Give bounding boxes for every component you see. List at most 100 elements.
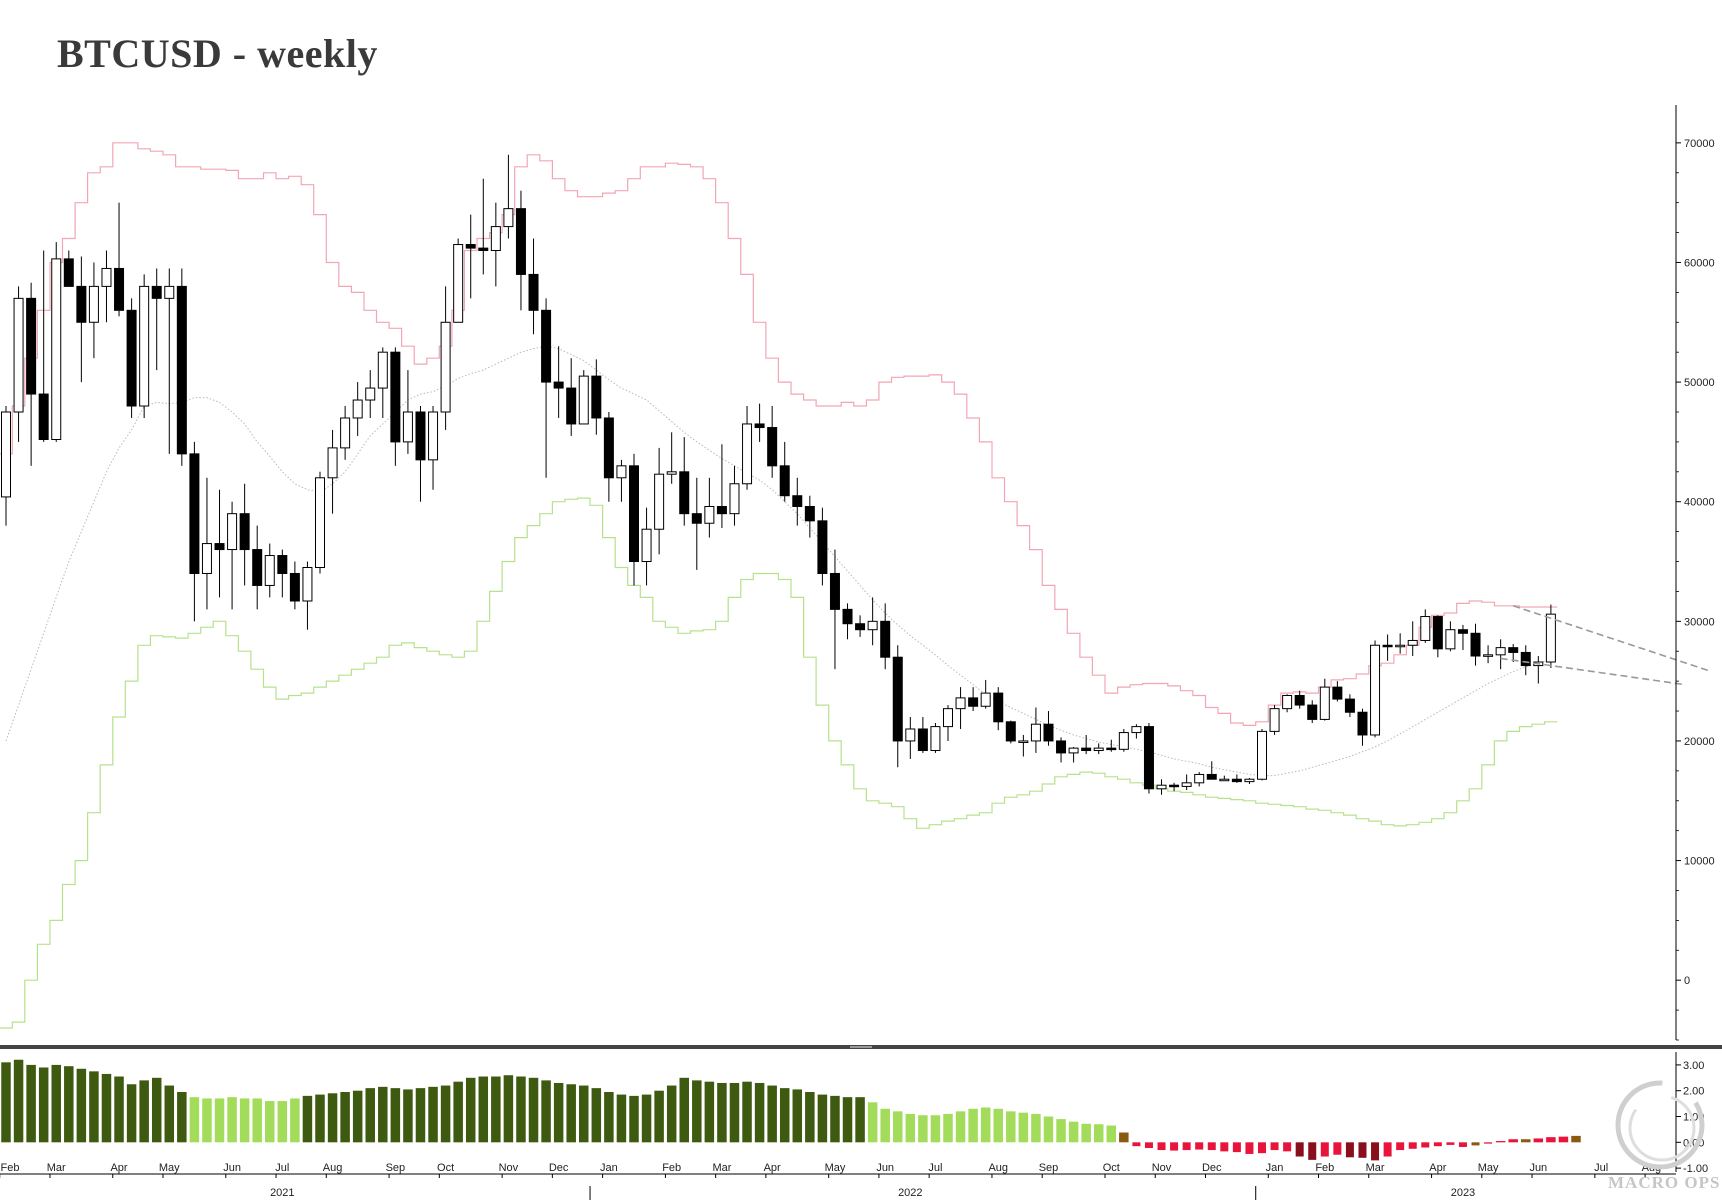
oscillator-bar [855, 1097, 865, 1143]
candle-body-up [641, 528, 652, 563]
candle-body-down [252, 549, 263, 586]
oscillator-bar [1132, 1142, 1141, 1147]
candle-body-down [63, 258, 74, 287]
candle-body-down [1332, 686, 1343, 700]
oscillator-bar [453, 1081, 463, 1143]
candle-body-up [1395, 644, 1406, 648]
month-label: Apr [110, 1162, 127, 1174]
oscillator-bars [1, 1059, 1581, 1161]
candle [1118, 728, 1129, 752]
candle [993, 687, 1004, 731]
candle-body-up [13, 297, 24, 413]
separator-grip[interactable] [850, 1046, 872, 1048]
candle [214, 489, 225, 598]
candle-body-up [1156, 784, 1167, 790]
candle [980, 679, 991, 709]
month-label: Jun [1529, 1162, 1547, 1174]
candle-body-down [993, 692, 1004, 723]
oscillator-bar [830, 1095, 840, 1143]
candle-body-up [616, 465, 627, 479]
candle [164, 268, 175, 454]
candle [365, 370, 376, 418]
candle [1, 406, 11, 526]
price-tick-label: 30000 [1684, 616, 1715, 628]
month-label: Jan [600, 1162, 618, 1174]
candle [101, 250, 112, 323]
candle [1357, 708, 1368, 746]
candle-body-down [1231, 778, 1242, 783]
oscillator-bar [930, 1115, 941, 1143]
price-tick-label: 50000 [1684, 377, 1715, 389]
oscillator-bar [1068, 1121, 1079, 1143]
oscillator-panel: -1.000.001.002.003.00 [1, 1052, 1708, 1175]
upper-bollinger-band [0, 142, 1558, 726]
panel-separator[interactable] [0, 1045, 1722, 1049]
price-tick-label: 20000 [1684, 736, 1715, 748]
oscillator-bar [641, 1094, 652, 1143]
oscillator-bar [767, 1085, 777, 1143]
candle [541, 298, 552, 478]
candle [905, 717, 916, 759]
candle [616, 459, 627, 502]
candle-body-down [591, 375, 602, 419]
candle [930, 723, 941, 753]
oscillator-bar [717, 1082, 727, 1143]
candle [779, 441, 790, 502]
oscillator-bar [817, 1094, 828, 1143]
candle [1269, 705, 1280, 735]
oscillator-bar [729, 1082, 740, 1143]
candle [264, 543, 275, 598]
oscillator-bar [1195, 1142, 1204, 1150]
candle [302, 561, 313, 630]
candle [1005, 720, 1016, 744]
candle [478, 178, 489, 275]
oscillator-bar [754, 1082, 765, 1143]
candle-body-up [1483, 654, 1494, 657]
oscillator-bar [918, 1115, 928, 1143]
month-label: Jun [876, 1162, 894, 1174]
candle [1068, 746, 1079, 763]
candle [553, 346, 564, 418]
candle [1169, 782, 1180, 792]
candle [1332, 681, 1343, 702]
candle-body-up [440, 321, 451, 413]
price-panel: 0 10000 20000 30000 40000 50000 60000 70000 [0, 105, 1715, 1041]
candle-body-down [541, 309, 552, 383]
oscillator-bar [1170, 1142, 1179, 1151]
oscillator-bar [51, 1064, 61, 1143]
candle [126, 298, 137, 418]
oscillator-bar [478, 1076, 489, 1143]
candle-body-up [1219, 778, 1230, 782]
oscillator-bar [1119, 1132, 1129, 1143]
oscillator-bar [1508, 1139, 1518, 1143]
oscillator-bar [1408, 1142, 1417, 1149]
candle-body-up [1131, 726, 1142, 734]
oscillator-bar [239, 1098, 250, 1143]
oscillator-bar [1270, 1142, 1279, 1151]
oscillator-bar [378, 1086, 388, 1143]
candle [691, 477, 702, 570]
candle-body-down [716, 505, 727, 515]
candle [490, 202, 501, 287]
candle-body-up [1030, 723, 1041, 742]
oscillator-bar [440, 1085, 451, 1143]
oscillator-bar [1371, 1142, 1380, 1161]
month-label: May [1478, 1162, 1499, 1174]
candle [603, 411, 614, 502]
candle [315, 471, 325, 574]
candle [1445, 621, 1456, 652]
candle-body-up [905, 728, 916, 742]
upper-band-line [0, 142, 1558, 726]
oscillator-bar [390, 1088, 401, 1143]
oscillator-bar [779, 1088, 790, 1143]
oscillator-bar [1471, 1142, 1480, 1146]
oscillator-bar [1018, 1112, 1029, 1143]
candle-body-up [666, 471, 677, 475]
candle-body-up [1068, 747, 1079, 754]
oscillator-bar [566, 1084, 576, 1143]
year-label: 2022 [898, 1187, 922, 1199]
oscillator-bar [1207, 1142, 1216, 1151]
oscillator-bar [1571, 1135, 1581, 1143]
oscillator-bar [1446, 1142, 1455, 1145]
oscillator-bar [277, 1101, 288, 1143]
